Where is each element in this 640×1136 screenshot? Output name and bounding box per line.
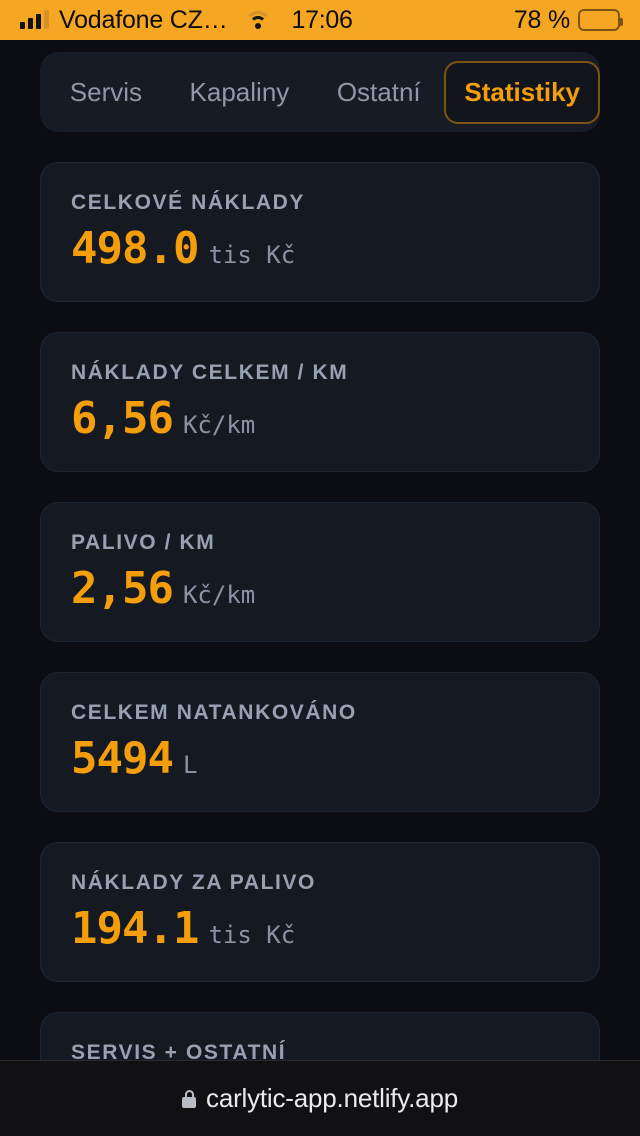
stat-value: 2,56 [71, 563, 174, 614]
battery-percent-label: 78 % [513, 5, 570, 34]
stat-unit: tis Kč [208, 241, 296, 269]
stat-label: SERVIS + OSTATNÍ [71, 1041, 287, 1064]
stat-value: 6,56 [71, 393, 174, 444]
status-bar: Vodafone CZ… 17:06 78 % [0, 0, 640, 40]
tab-servis[interactable]: Servis [69, 76, 143, 107]
stat-value: 5494 [71, 733, 174, 784]
stat-value-row: 5494 L [71, 733, 569, 784]
stat-value-row: 2,56 Kč/km [71, 563, 569, 614]
signal-bars-icon [20, 10, 49, 29]
tab-kapaliny[interactable]: Kapaliny [189, 76, 290, 107]
wifi-icon [243, 10, 272, 30]
browser-url-bar[interactable]: carlytic-app.netlify.app [0, 1060, 640, 1136]
status-bar-right: 78 % [513, 5, 623, 35]
stat-label: CELKEM NATANKOVÁNO [71, 701, 357, 724]
carrier-label: Vodafone CZ… [59, 5, 228, 34]
stat-label: PALIVO / KM [71, 531, 216, 554]
stat-unit: Kč/km [182, 411, 256, 439]
stat-card-naklady-celkem-km[interactable]: NÁKLADY CELKEM / KM 6,56 Kč/km [40, 332, 600, 472]
app-content: Servis Kapaliny Ostatní Statistiky CELKO… [0, 40, 640, 1100]
stat-card-celkem-natankovano[interactable]: CELKEM NATANKOVÁNO 5494 L [40, 672, 600, 812]
stat-card-naklady-za-palivo[interactable]: NÁKLADY ZA PALIVO 194.1 tis Kč [40, 842, 600, 982]
stat-unit: tis Kč [208, 921, 296, 949]
stat-label: NÁKLADY CELKEM / KM [71, 361, 349, 384]
stats-list: CELKOVÉ NÁKLADY 498.0 tis Kč NÁKLADY CEL… [0, 162, 640, 1100]
clock-label: 17:06 [291, 5, 353, 34]
tab-statistiky[interactable]: Statistiky [444, 60, 601, 124]
stat-value: 194.1 [71, 903, 199, 954]
lock-icon [182, 1089, 197, 1108]
url-label: carlytic-app.netlify.app [206, 1083, 458, 1113]
tab-bar: Servis Kapaliny Ostatní Statistiky [40, 52, 601, 132]
stat-unit: L [182, 751, 198, 779]
status-bar-left: Vodafone CZ… 17:06 [20, 6, 353, 35]
stat-value-row: 6,56 Kč/km [71, 393, 569, 444]
stat-value-row: 498.0 tis Kč [71, 223, 569, 274]
stat-card-celkove-naklady[interactable]: CELKOVÉ NÁKLADY 498.0 tis Kč [40, 162, 600, 302]
stat-unit: Kč/km [182, 581, 256, 609]
stat-value: 498.0 [71, 223, 199, 274]
stat-label: NÁKLADY ZA PALIVO [71, 871, 316, 894]
stat-label: CELKOVÉ NÁKLADY [71, 191, 306, 214]
stat-value-row: 194.1 tis Kč [71, 903, 569, 954]
tab-ostatni[interactable]: Ostatní [336, 76, 421, 107]
battery-icon [578, 9, 623, 31]
stat-card-palivo-km[interactable]: PALIVO / KM 2,56 Kč/km [40, 502, 600, 642]
